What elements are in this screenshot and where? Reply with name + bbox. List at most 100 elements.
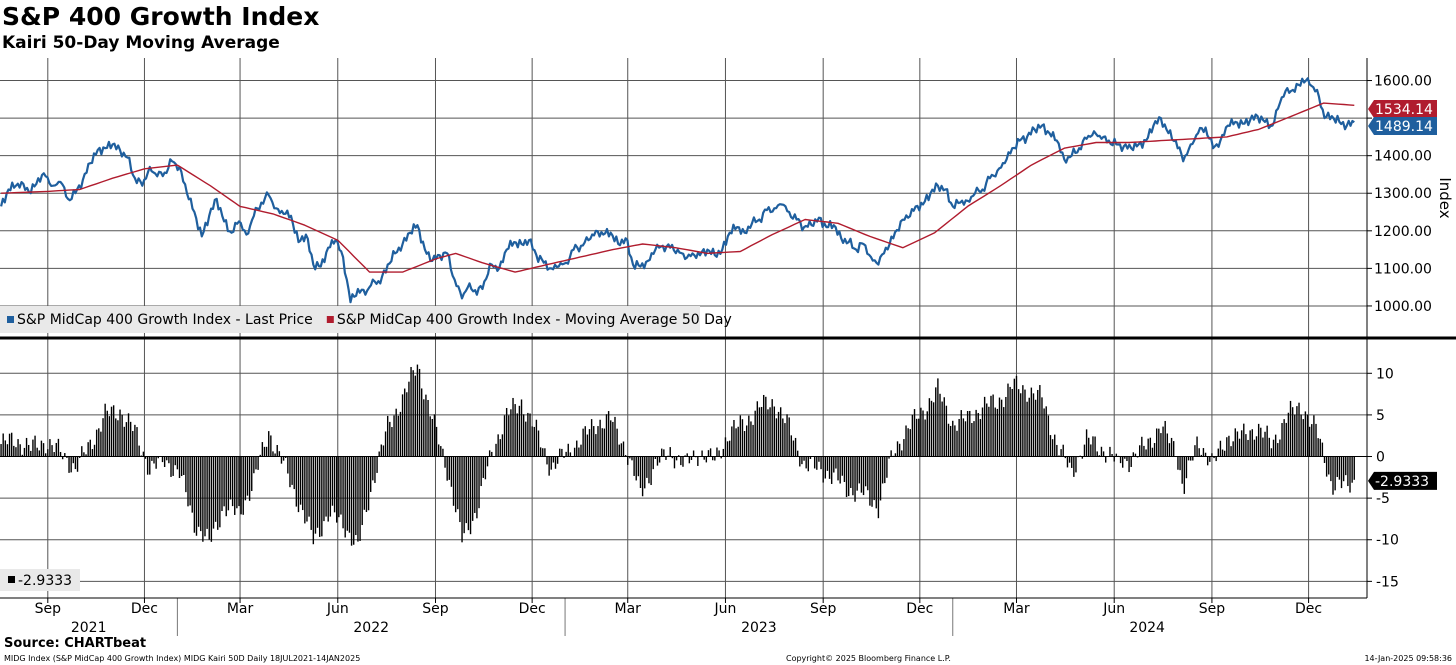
kairi-bar (644, 456, 646, 489)
kairi-bar (1302, 419, 1304, 457)
kairi-bar (505, 407, 508, 457)
kairi-bar (1168, 443, 1171, 457)
kairi-bar (1262, 437, 1264, 457)
kairi-bar (949, 425, 952, 457)
kairi-bar (1058, 455, 1060, 457)
kairi-bar (327, 456, 329, 522)
kairi-bar (202, 456, 204, 542)
kairi-bar (1166, 433, 1169, 457)
kairi-bar (1323, 456, 1326, 463)
kairi-bar (1085, 429, 1088, 457)
kairi-bar (1202, 448, 1205, 457)
kairi-bar (1234, 428, 1236, 457)
kairi-bar (355, 456, 357, 536)
kairi-bar (652, 456, 654, 470)
kairi-bar (1345, 456, 1347, 476)
legend-box (0, 306, 700, 333)
kairi-bar (1043, 408, 1045, 457)
kairi-bar (325, 456, 327, 517)
kairi-bar (767, 409, 769, 457)
kairi-bar (864, 456, 867, 487)
kairi-bar (1056, 444, 1058, 457)
kairi-bar (909, 429, 911, 457)
month-tick-label: Sep (422, 601, 449, 617)
kairi-bar (514, 404, 516, 457)
kairi-bar (1030, 387, 1033, 457)
kairi-bar (357, 456, 359, 542)
kairi-bar (975, 409, 977, 457)
kairi-bar (986, 403, 988, 457)
kairi-bar (646, 456, 648, 478)
kairi-bar (886, 456, 888, 478)
kairi-bar (671, 456, 674, 459)
kairi-bar (941, 401, 943, 457)
kairi-bar (964, 421, 967, 457)
kairi-bar (1213, 456, 1215, 459)
kairi-bar (1283, 419, 1285, 457)
kairi-bar (597, 426, 599, 457)
kairi-tick-label: -5 (1376, 491, 1390, 507)
kairi-bar (229, 456, 232, 500)
price-tick-label: 1200.00 (1374, 224, 1432, 240)
kairi-bar (745, 425, 748, 457)
kairi-bar (525, 421, 527, 457)
kairi-bar (1115, 453, 1118, 457)
kairi-bar (1111, 454, 1113, 457)
kairi-bar (1105, 456, 1107, 463)
kairi-bar (915, 418, 918, 457)
kairi-bar (420, 388, 423, 457)
kairi-bar (163, 456, 166, 468)
kairi-bar (561, 448, 563, 457)
kairi-bar (168, 456, 170, 464)
kairi-bar (779, 407, 782, 457)
kairi-bar (954, 425, 956, 457)
kairi-bar (633, 456, 635, 476)
price-lines (0, 77, 1355, 304)
kairi-bar (1126, 456, 1128, 462)
kairi-bar (287, 456, 289, 474)
kairi-bar (839, 456, 841, 484)
kairi-bar (1083, 444, 1086, 457)
kairi-bar (1319, 438, 1321, 457)
kairi-bar (312, 456, 315, 545)
price-value-tag-text: 1489.14 (1375, 119, 1433, 135)
kairi-bar (539, 447, 542, 457)
kairi-bar (673, 456, 676, 469)
kairi-bar (752, 424, 754, 457)
kairi-bar (898, 443, 901, 457)
kairi-bar (1011, 388, 1013, 457)
kairi-bar (155, 456, 157, 469)
kairi-bar (952, 420, 954, 457)
kairi-bar (620, 443, 623, 457)
price-value-tag: 1489.14 (1368, 117, 1437, 135)
kairi-bar (1109, 446, 1111, 457)
kairi-bar (1328, 456, 1330, 475)
kairi-bar (754, 410, 756, 457)
kairi-bar (1332, 456, 1334, 495)
kairi-bar (588, 429, 591, 457)
kairi-bar (522, 414, 525, 457)
month-tick-label: Jun (1102, 601, 1125, 617)
kairi-bar (227, 456, 230, 511)
kairi-bar (816, 456, 818, 470)
kairi-bar (40, 440, 43, 457)
kairi-bar (758, 407, 761, 457)
kairi-bar (531, 426, 533, 457)
kairi-bar (729, 440, 731, 457)
kairi-bar (476, 456, 478, 519)
kairi-bar (76, 456, 79, 472)
kairi-bar (0, 444, 2, 457)
kairi-bar (1181, 456, 1183, 484)
kairi-bar (429, 416, 431, 457)
kairi-bar (958, 418, 960, 457)
kairi-bar (185, 456, 187, 493)
kairi-bar (1291, 407, 1294, 457)
kairi-bar (1047, 415, 1050, 457)
kairi-bar (93, 444, 96, 457)
kairi-bar (703, 456, 705, 460)
kairi-bar (1251, 429, 1253, 457)
kairi-bar (386, 415, 389, 457)
kairi-bar (395, 408, 397, 457)
ma-value-tag-text: 1534.14 (1375, 102, 1433, 118)
kairi-bar (1192, 456, 1194, 461)
